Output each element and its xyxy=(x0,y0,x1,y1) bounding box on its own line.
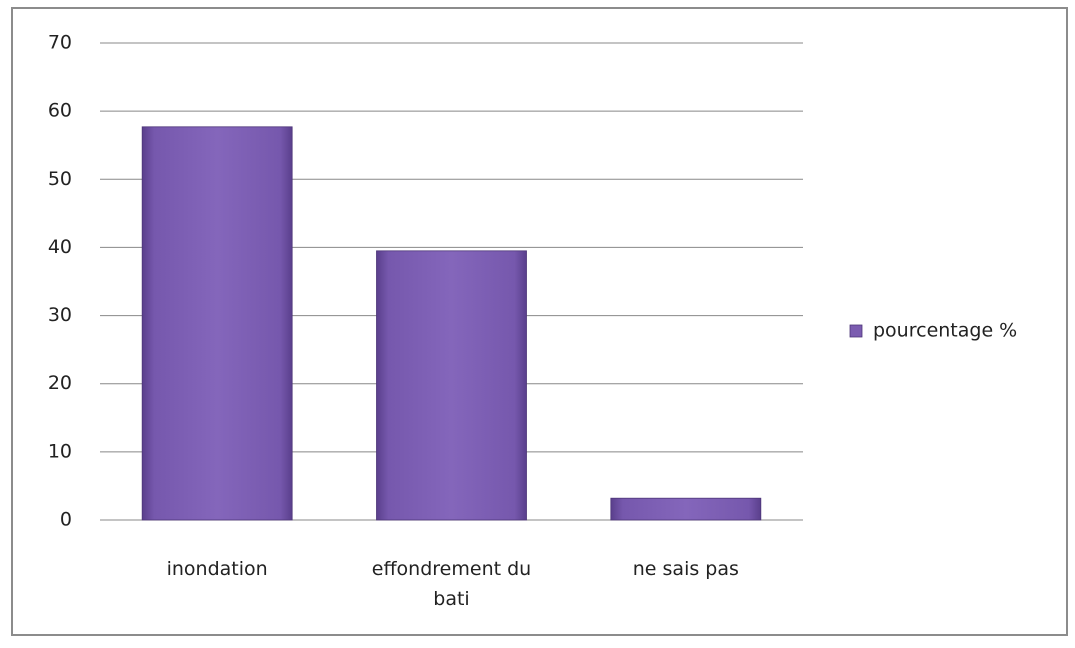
y-tick-label: 60 xyxy=(48,100,72,122)
y-tick-label: 10 xyxy=(48,440,72,462)
x-tick-label: ne sais pas xyxy=(632,558,739,580)
y-tick-label: 0 xyxy=(60,509,72,531)
bar xyxy=(610,497,762,521)
y-tick-label: 30 xyxy=(48,304,72,326)
legend-label: pourcentage % xyxy=(873,320,1017,342)
y-tick-label: 40 xyxy=(48,236,72,258)
bar xyxy=(141,126,293,521)
y-tick-label: 20 xyxy=(48,372,72,394)
legend-swatch xyxy=(849,324,863,338)
y-tick-label: 50 xyxy=(48,168,72,190)
x-tick-label: inondation xyxy=(166,558,268,580)
y-tick-label: 70 xyxy=(48,32,72,54)
bar xyxy=(376,250,527,521)
x-tick-label: effondrement du bati xyxy=(371,558,532,610)
